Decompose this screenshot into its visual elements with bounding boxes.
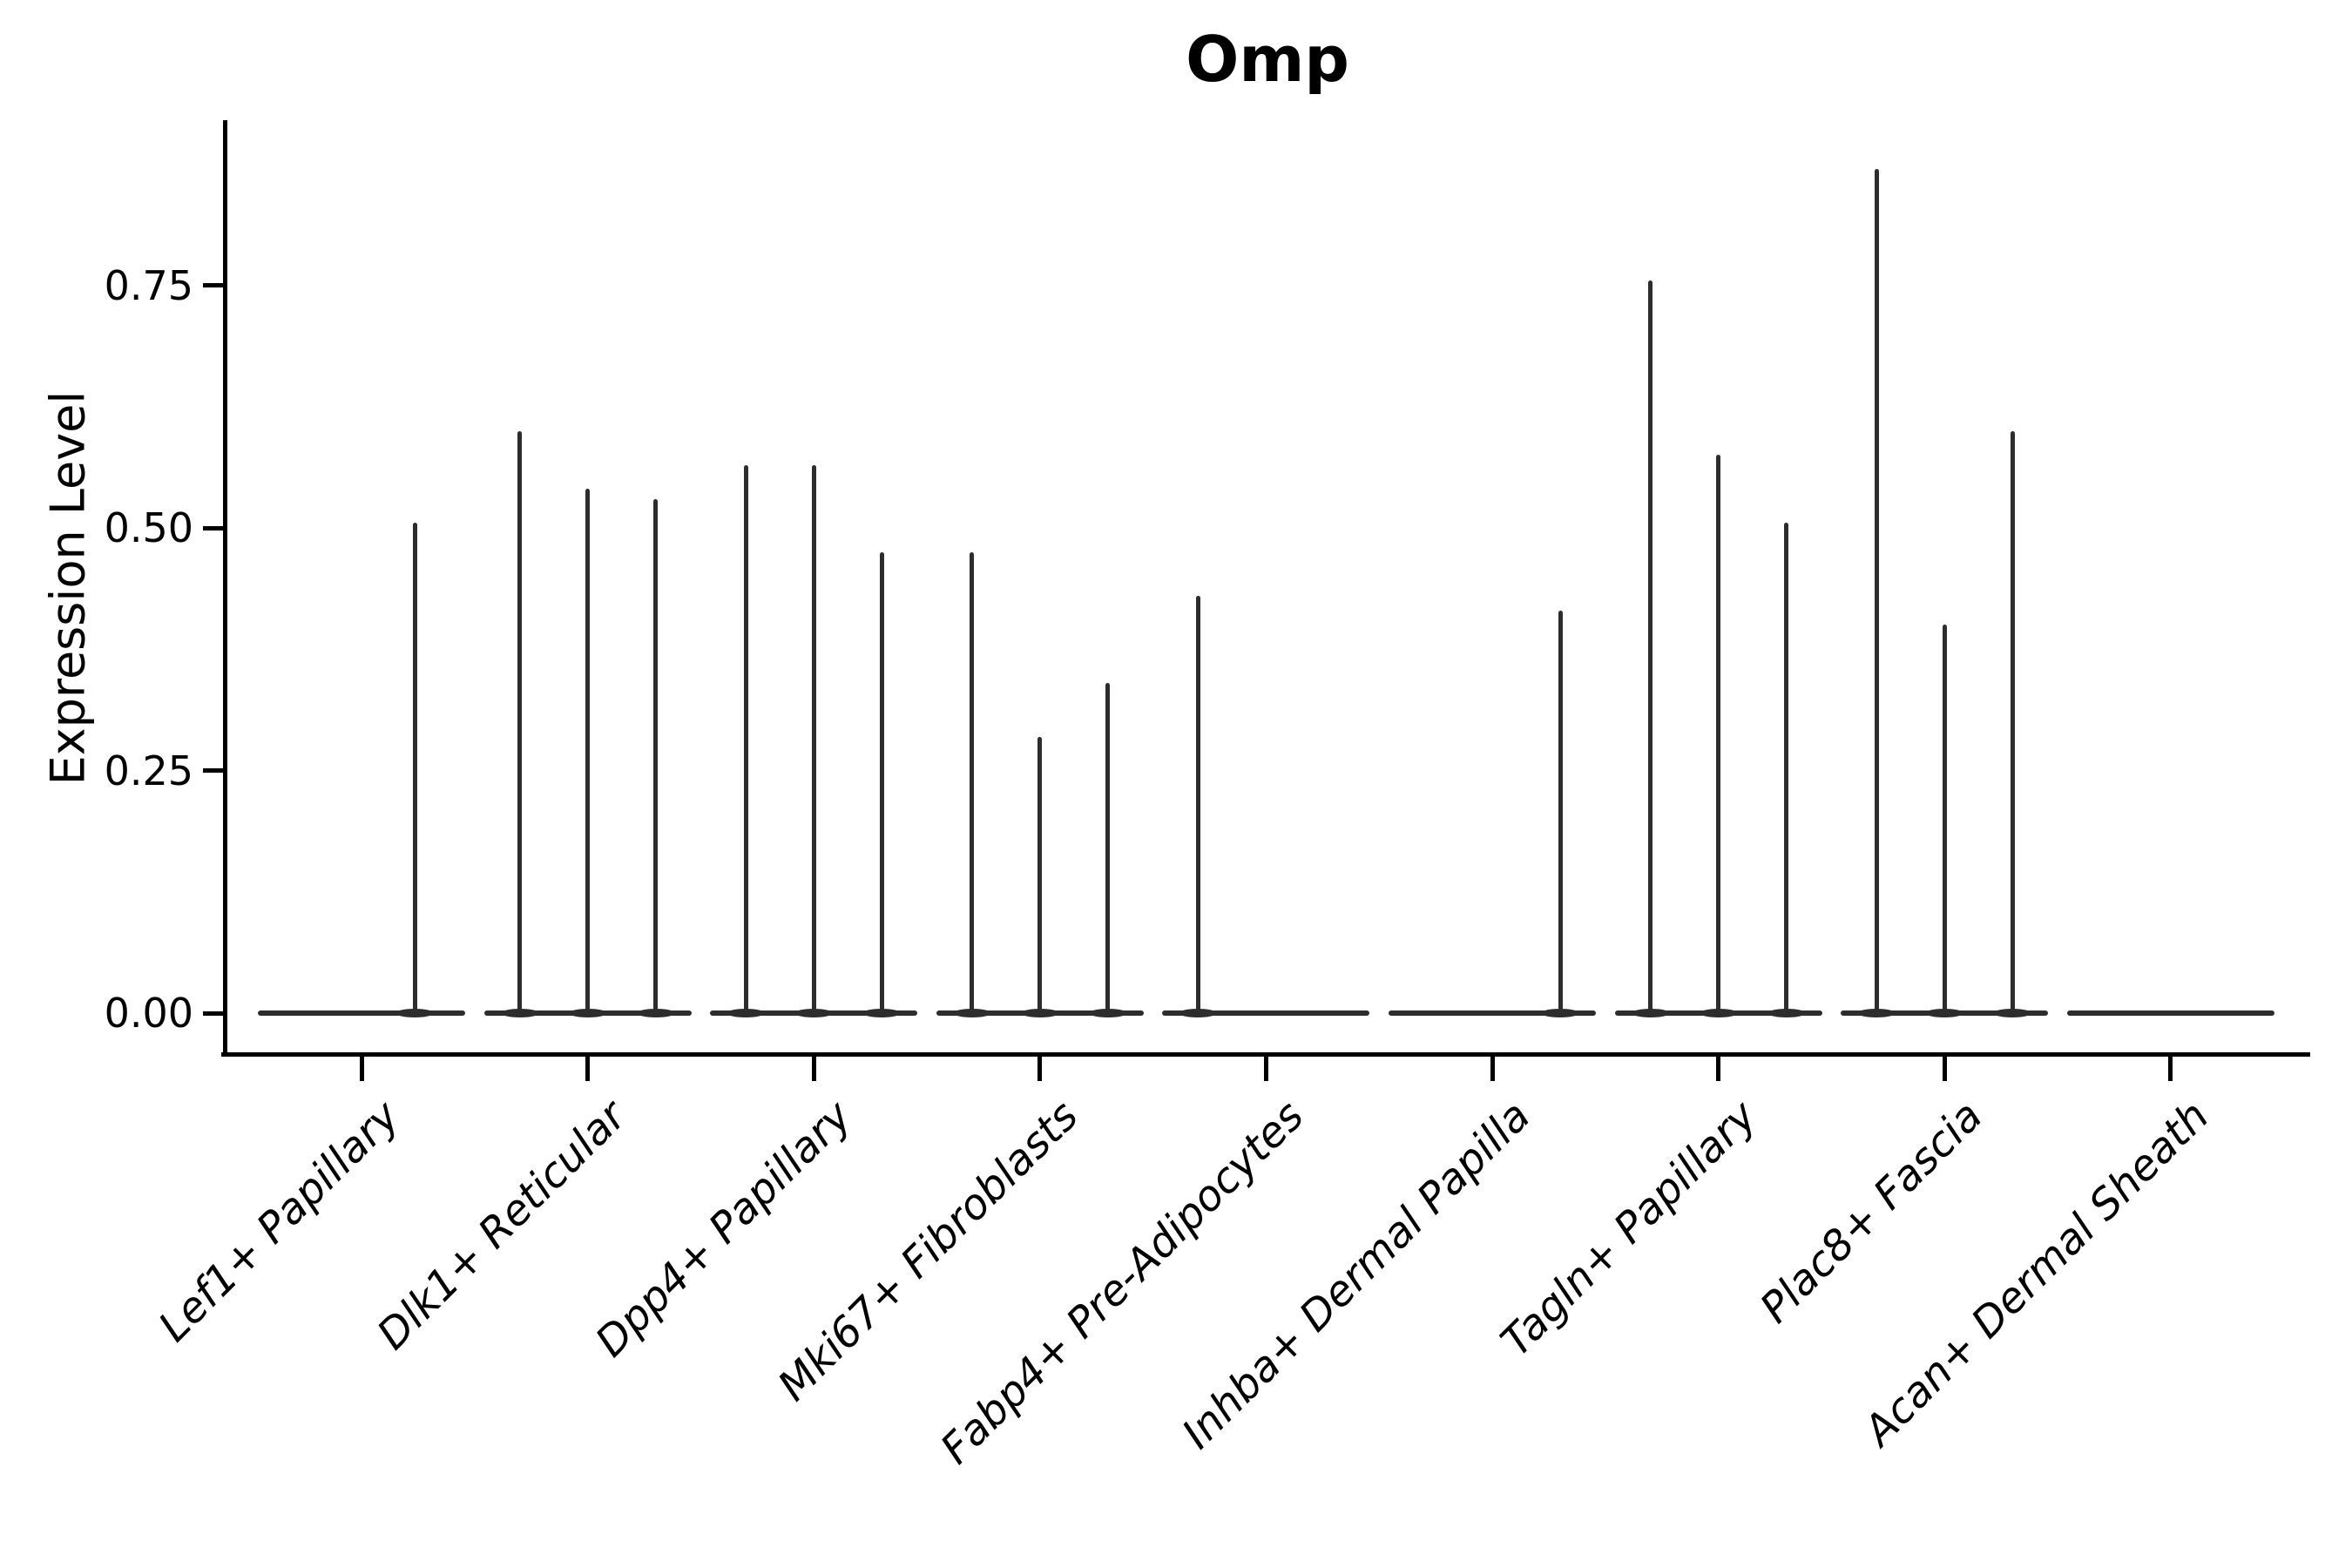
y-tick-mark: [203, 525, 225, 531]
violin-spike: [2010, 430, 2015, 1013]
x-tick-mark: [1263, 1057, 1268, 1081]
violin-base-bump: [1020, 1009, 1059, 1017]
violin-base-bump: [794, 1009, 834, 1017]
violin-base-bump: [952, 1009, 991, 1017]
violin-spike: [1105, 683, 1111, 1013]
violin-spike: [879, 551, 884, 1013]
violin-base-bump: [1541, 1009, 1579, 1017]
violin-base-bump: [1767, 1009, 1806, 1017]
violin-spike: [970, 551, 975, 1013]
violin-spike: [1716, 455, 1721, 1013]
violin-base-bump: [1993, 1009, 2032, 1017]
violin-spike: [1874, 168, 1879, 1013]
y-tick-label: 0.25: [104, 747, 193, 794]
violin-base-bump: [1857, 1009, 1896, 1017]
violin-spike: [743, 464, 748, 1013]
violin-spike: [585, 489, 591, 1013]
violin-baseline: [1162, 1010, 1370, 1016]
violin-base-bump: [727, 1009, 766, 1017]
violin-base-bump: [636, 1009, 675, 1017]
violin-baseline: [1389, 1010, 1596, 1016]
y-tick-label: 0.50: [104, 504, 193, 551]
violin-spike: [811, 464, 816, 1013]
x-tick-mark: [2168, 1057, 2173, 1081]
x-axis-spine: [221, 1052, 2310, 1057]
violin-base-bump: [862, 1009, 902, 1017]
violin-spike: [1648, 280, 1653, 1013]
violin-base-bump: [568, 1009, 607, 1017]
violin-base-bump: [1179, 1009, 1218, 1017]
y-tick-label: 0.00: [104, 990, 193, 1037]
x-tick-mark: [585, 1057, 591, 1081]
y-axis-label: Expression Level: [40, 390, 96, 786]
violin-spike: [517, 430, 523, 1013]
x-tick-mark: [811, 1057, 816, 1081]
x-tick-mark: [1037, 1057, 1043, 1081]
violin-base-bump: [1925, 1009, 1964, 1017]
violin-base-bump: [395, 1009, 434, 1017]
violin-spike: [1195, 595, 1200, 1013]
violin-spike: [653, 498, 659, 1013]
violin-base-bump: [500, 1009, 539, 1017]
x-tick-mark: [1490, 1057, 1495, 1081]
y-axis-spine: [223, 120, 227, 1057]
violin-spike: [1037, 736, 1043, 1013]
violin-base-bump: [1088, 1009, 1127, 1017]
x-tick-mark: [359, 1057, 364, 1081]
chart-title: Omp: [1186, 23, 1349, 96]
x-tick-mark: [1942, 1057, 1947, 1081]
y-tick-mark: [203, 768, 225, 773]
y-tick-mark: [203, 1010, 225, 1016]
violin-spike: [1942, 625, 1947, 1013]
x-tick-mark: [1716, 1057, 1721, 1081]
violin-base-bump: [1699, 1009, 1738, 1017]
violin-baseline: [258, 1010, 465, 1016]
violin-base-bump: [1631, 1009, 1670, 1017]
violin-spike: [1784, 523, 1789, 1013]
violin-baseline: [2066, 1010, 2274, 1016]
violin-spike: [1558, 610, 1563, 1013]
violin-spike: [412, 523, 417, 1013]
y-tick-label: 0.75: [104, 261, 193, 309]
y-tick-mark: [203, 283, 225, 287]
